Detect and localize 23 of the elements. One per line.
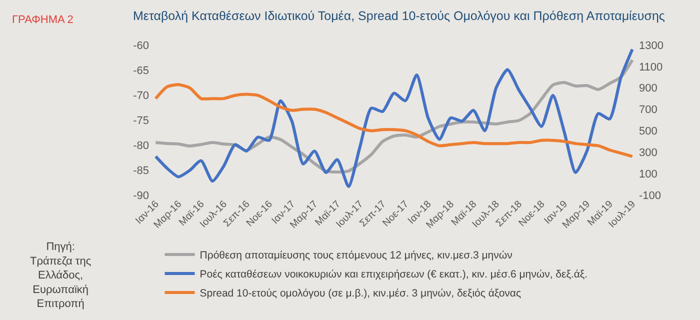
legend-label: Πρόθεση αποταμίευσης τους επόμενους 12 μήνες, κιν.μεσ.3 μηνών (200, 250, 512, 262)
y-tick-label: -70 (133, 90, 149, 102)
text: ΓΡΑΦΗΜΑ 2 (12, 14, 74, 26)
y-tick-label: -60 (133, 40, 149, 52)
y-tick-label: -90 (133, 190, 149, 202)
y2-tick-label: 700 (639, 104, 658, 116)
y2-tick-label: 100 (639, 168, 658, 180)
legend-label: Ροές καταθέσεων νοικοκυριών και επιχειρήσεων (€ εκατ.), κιν. μέσ.6 μηνών, δεξ.άξ. (200, 268, 588, 281)
y2-tick-label: 300 (639, 146, 658, 159)
y-tick-label: -80 (133, 140, 149, 152)
line-series (154, 48, 634, 188)
line-series (154, 83, 634, 158)
y-tick-label: -65 (133, 64, 149, 77)
y-tick-label: -85 (133, 164, 149, 177)
legend-label: Spread 10-ετούς ομολόγου (σε μ.β.), κιν.μέσ. 3 μηνών, δεξιός άξονας (200, 288, 522, 300)
y2-tick-label: -100 (639, 190, 662, 202)
y-tick-label: -75 (133, 114, 149, 127)
y2-tick-label: 900 (639, 82, 658, 95)
y2-tick-label: 500 (639, 126, 658, 138)
text: Πηγή: Τράπεζα της Ελλάδος, Ευρωπαϊκή Επιτροπή (30, 241, 92, 310)
y2-tick-label: 1300 (639, 40, 664, 52)
chart-title: Μεταβολή Καταθέσεων Ιδιωτικού Τομέα, Spread 10-ετούς Ομολόγου και Πρόθεση Αποταμίευσης (133, 8, 665, 23)
y2-tick-label: 1100 (639, 61, 663, 74)
